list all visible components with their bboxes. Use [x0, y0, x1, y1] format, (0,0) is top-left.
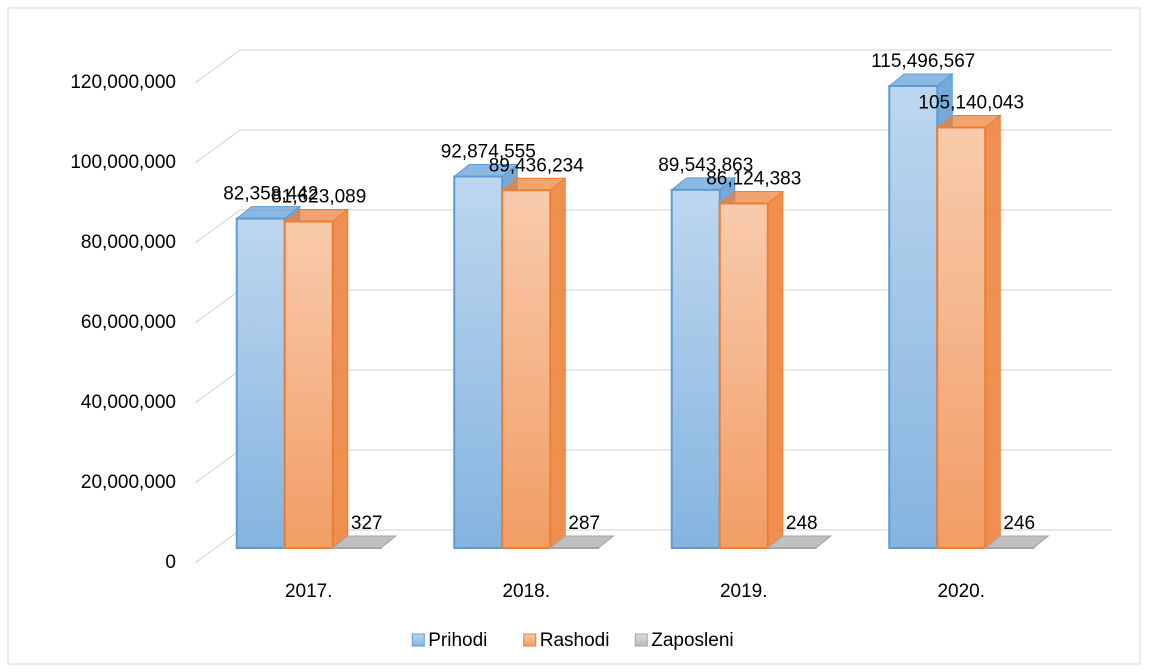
x-tick-label: 2017. — [285, 581, 333, 602]
legend-label: Prihodi — [428, 630, 487, 651]
x-tick-label: 2019. — [720, 581, 768, 602]
bar-side — [767, 190, 784, 550]
data-label: 287 — [568, 513, 600, 534]
bar-side — [984, 114, 1001, 550]
bar — [670, 188, 721, 549]
y-tick-label: 100,000,000 — [70, 152, 176, 173]
bar-side — [549, 177, 566, 550]
bar — [718, 202, 769, 549]
bar-side — [332, 208, 349, 550]
legend-label: Zaposleni — [651, 630, 733, 651]
grid-diagonal — [194, 209, 241, 244]
data-label: 82,358,442 — [223, 184, 318, 205]
bar — [235, 217, 286, 550]
grid-diagonal — [194, 529, 241, 564]
data-label: 89,436,234 — [489, 155, 585, 176]
y-tick-label: 60,000,000 — [81, 312, 176, 333]
data-label: 89,543,863 — [658, 155, 753, 176]
x-tick-label: 2020. — [937, 581, 985, 602]
data-label: 115,496,567 — [871, 51, 975, 72]
bar — [283, 220, 334, 550]
legend-swatch — [411, 633, 425, 647]
bar — [936, 126, 987, 550]
data-label: 105,140,043 — [918, 92, 1024, 113]
legend-swatch — [634, 633, 648, 647]
grid-diagonal — [194, 129, 241, 164]
y-tick-label: 20,000,000 — [81, 472, 176, 493]
data-label: 92,874,555 — [441, 142, 536, 163]
legend-swatch — [523, 633, 537, 647]
bar — [501, 189, 552, 549]
y-tick-label: 80,000,000 — [81, 232, 176, 253]
grid-diagonal — [194, 449, 241, 484]
y-tick-label: 40,000,000 — [81, 392, 176, 413]
x-tick-label: 2018. — [502, 581, 550, 602]
grid-diagonal — [194, 289, 241, 324]
bar — [453, 175, 504, 550]
grid-diagonal — [194, 49, 241, 84]
data-label: 81,623,089 — [271, 187, 366, 208]
data-label: 246 — [1003, 513, 1035, 534]
data-label: 248 — [786, 513, 818, 534]
data-label: 327 — [351, 513, 383, 534]
bar — [888, 85, 939, 549]
legend-label: Rashodi — [540, 630, 610, 651]
grid-diagonal — [194, 369, 241, 404]
data-label: 86,124,383 — [706, 169, 801, 190]
y-tick-label: 0 — [165, 552, 176, 573]
y-tick-label: 120,000,000 — [70, 72, 176, 93]
